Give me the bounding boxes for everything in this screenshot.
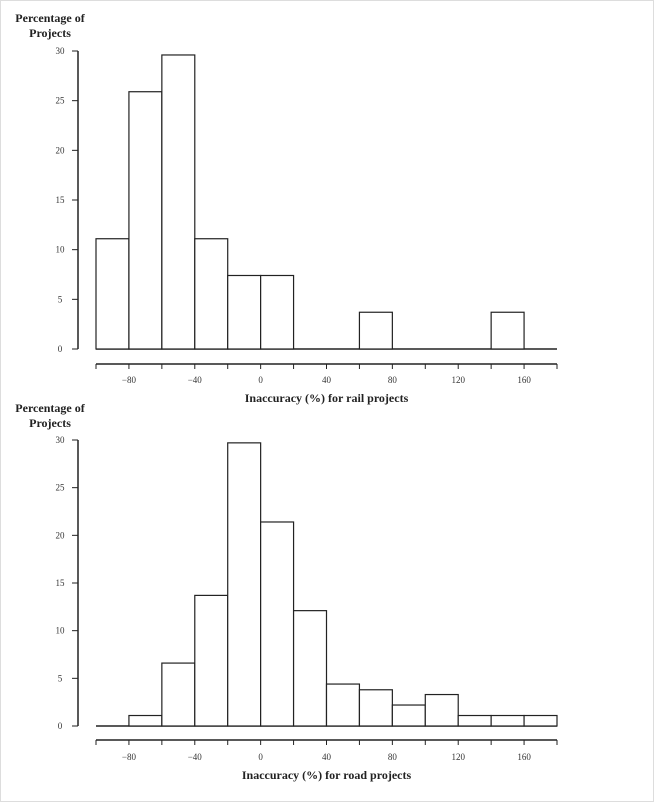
histogram-bar (128, 91, 163, 350)
x-tick-label: 80 (388, 752, 398, 762)
histogram-bar (194, 238, 229, 350)
histogram-bar (490, 714, 525, 727)
x-tick-label: −80 (122, 375, 137, 385)
histogram-bar (128, 714, 163, 727)
y-tick-label: 15 (56, 195, 66, 205)
y-tick-label: 0 (58, 721, 63, 731)
y-tick-label: 10 (56, 626, 66, 636)
y-tick-label: 20 (56, 530, 66, 540)
histogram-bar (358, 311, 393, 350)
histogram-bar (358, 689, 393, 727)
histogram-bar (161, 662, 196, 727)
histogram-bar (161, 54, 196, 350)
y-tick-label: 15 (56, 578, 66, 588)
y-axis-label-line2: Projects (29, 26, 71, 40)
x-tick-label: −80 (122, 752, 137, 762)
histogram-bar (227, 442, 262, 727)
histogram-bar (194, 594, 229, 727)
y-tick-label: 10 (56, 245, 66, 255)
histogram-bar (424, 693, 459, 727)
histogram-bar (325, 683, 361, 727)
x-tick-label: 40 (322, 752, 332, 762)
x-tick-label: 40 (322, 375, 332, 385)
y-axis-label-line1: Percentage of (15, 401, 85, 415)
histogram-bar (457, 714, 492, 727)
x-tick-label: −40 (188, 752, 203, 762)
x-axis-label: Inaccuracy (%) for road projects (242, 768, 412, 782)
histogram-bar (95, 238, 130, 350)
x-tick-label: 160 (517, 375, 531, 385)
x-tick-label: 160 (517, 752, 531, 762)
x-tick-label: −40 (188, 375, 203, 385)
histogram-bar (260, 274, 295, 350)
histogram-bar (523, 714, 558, 727)
y-tick-label: 0 (58, 344, 63, 354)
x-axis-label: Inaccuracy (%) for rail projects (245, 391, 409, 405)
y-tick-label: 5 (58, 673, 63, 683)
x-tick-label: 0 (258, 375, 263, 385)
y-tick-label: 25 (56, 96, 66, 106)
histogram-bar (490, 311, 525, 350)
y-tick-label: 30 (56, 46, 66, 56)
histogram-bar (391, 704, 426, 727)
y-axis-label-line2: Projects (29, 416, 71, 430)
y-tick-label: 5 (58, 294, 63, 304)
histogram-bar (292, 610, 328, 727)
y-tick-label: 25 (56, 483, 66, 493)
x-tick-label: 120 (451, 375, 465, 385)
x-tick-label: 120 (451, 752, 465, 762)
histogram-bar (260, 521, 295, 727)
x-tick-label: 0 (258, 752, 263, 762)
histogram-bar (227, 274, 262, 350)
y-tick-label: 20 (56, 145, 66, 155)
x-tick-label: 80 (388, 375, 398, 385)
y-axis-label-line1: Percentage of (15, 11, 85, 25)
y-tick-label: 30 (56, 435, 66, 445)
